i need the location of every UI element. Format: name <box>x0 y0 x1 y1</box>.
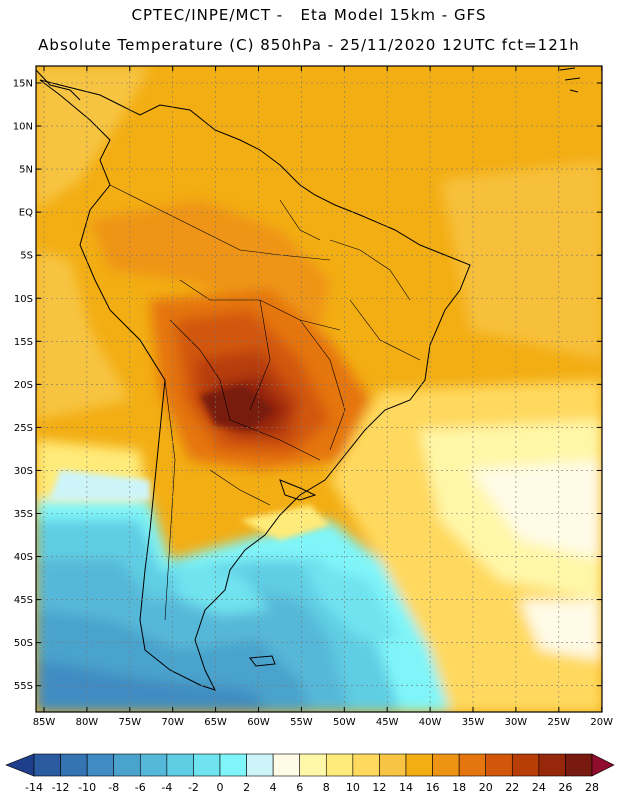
colorbar-swatch <box>405 753 433 777</box>
lat-label: 50S <box>14 638 33 649</box>
colorbar-swatch <box>458 753 487 777</box>
colorbar-label: 16 <box>426 781 440 794</box>
lat-label: 30S <box>14 466 33 477</box>
lat-label: 20S <box>14 380 33 391</box>
colorbar <box>5 753 615 777</box>
colorbar-label: 22 <box>505 781 519 794</box>
colorbar-swatch <box>565 753 593 777</box>
colorbar-label: 18 <box>452 781 466 794</box>
colorbar-swatch <box>113 753 141 777</box>
colorbar-swatch <box>139 753 168 777</box>
colorbar-swatch <box>379 753 407 777</box>
lat-label: 5N <box>19 165 33 176</box>
colorbar-label: 14 <box>399 781 413 794</box>
colorbar-swatch <box>86 753 115 777</box>
colorbar-label: 26 <box>558 781 572 794</box>
lon-label: 20W <box>590 717 613 728</box>
temperature-field <box>36 66 602 712</box>
colorbar-swatch <box>485 753 513 777</box>
lon-label: 85W <box>33 717 56 728</box>
lon-label: 40W <box>419 717 442 728</box>
longitude-labels: 85W 80W 75W 70W 65W 60W 55W 50W 45W 40W 35W 30W 25W 2… <box>33 717 613 728</box>
plot-frame <box>35 65 603 713</box>
falklands <box>249 655 276 667</box>
lat-label: 5S <box>20 251 33 262</box>
colorbar-swatch <box>246 753 274 777</box>
lon-label: 30W <box>505 717 528 728</box>
colorbar-label: -4 <box>161 781 172 794</box>
lat-label: EQ <box>19 208 33 219</box>
colorbar-label: 4 <box>270 781 277 794</box>
colorbar-label: -2 <box>188 781 199 794</box>
colorbar-label: 20 <box>479 781 493 794</box>
lat-label: 35S <box>14 509 33 520</box>
lon-label: 75W <box>118 717 141 728</box>
lon-label: 80W <box>76 717 99 728</box>
central-america-coast <box>36 69 81 101</box>
colorbar-swatch <box>325 753 354 777</box>
colorbar-label: -14 <box>25 781 43 794</box>
colorbar-label: 24 <box>532 781 546 794</box>
colorbar-label: 10 <box>346 781 360 794</box>
colorbar-label: 6 <box>296 781 303 794</box>
colorbar-label: -8 <box>108 781 119 794</box>
lon-label: 65W <box>204 717 227 728</box>
south-america-coast <box>39 79 471 691</box>
colorbar-swatch <box>432 753 460 777</box>
colorbar-swatch <box>272 753 301 777</box>
colorbar-swatch <box>219 753 247 777</box>
colorbar-labels: -14 -12 -10 -8 -6 -4 -2 0 2 4 6 8 10 12 14 16 18 20 22 24 26… <box>25 781 599 794</box>
axis-ticks <box>36 66 603 712</box>
lat-label: 40S <box>14 552 33 563</box>
lat-label: 45S <box>14 595 33 606</box>
lon-label: 60W <box>247 717 270 728</box>
lat-label: 55S <box>14 681 33 692</box>
colorbar-label: -10 <box>78 781 96 794</box>
lon-label: 70W <box>161 717 184 728</box>
colorbar-arrow-left <box>5 753 35 777</box>
lat-label: 15S <box>14 337 33 348</box>
lat-label: 25S <box>14 423 33 434</box>
colorbar-label: 12 <box>372 781 386 794</box>
coastlines <box>36 67 581 691</box>
colorbar-arrow-right <box>591 753 615 777</box>
colorbar-label: -12 <box>52 781 70 794</box>
lon-label: 35W <box>462 717 485 728</box>
lon-label: 55W <box>290 717 313 728</box>
colorbar-label: 2 <box>243 781 250 794</box>
colorbar-swatch <box>299 753 327 777</box>
map-title-line1: CPTEC/INPE/MCT - Eta Model 15km - GFS <box>131 6 487 24</box>
map-title-line2: Absolute Temperature (C) 850hPa - 25/11/… <box>38 36 580 54</box>
caribbean-islands <box>559 67 581 93</box>
lat-label: 15N <box>13 79 33 90</box>
lat-label: 10N <box>13 122 33 133</box>
colorbar-swatch <box>538 753 566 777</box>
colorbar-swatch <box>33 753 61 777</box>
lon-label: 25W <box>547 717 570 728</box>
colorbar-swatch <box>166 753 194 777</box>
gridlines <box>36 66 603 712</box>
lon-label: 50W <box>333 717 356 728</box>
colorbar-label: 8 <box>323 781 330 794</box>
colorbar-swatch <box>352 753 380 777</box>
colorbar-label: -6 <box>135 781 146 794</box>
lon-label: 45W <box>376 717 399 728</box>
colorbar-swatch <box>511 753 540 777</box>
lat-label: 10S <box>14 294 33 305</box>
country-borders <box>109 184 421 621</box>
latitude-labels: 15N 10N 5N EQ 5S 10S 15S 20S 25S 30S 35S 40S 45S 50S 5… <box>13 79 33 693</box>
colorbar-swatch <box>193 753 221 777</box>
colorbar-label: 0 <box>217 781 224 794</box>
colorbar-label: 28 <box>585 781 599 794</box>
uruguay-coast <box>279 479 317 501</box>
colorbar-swatch <box>60 753 88 777</box>
